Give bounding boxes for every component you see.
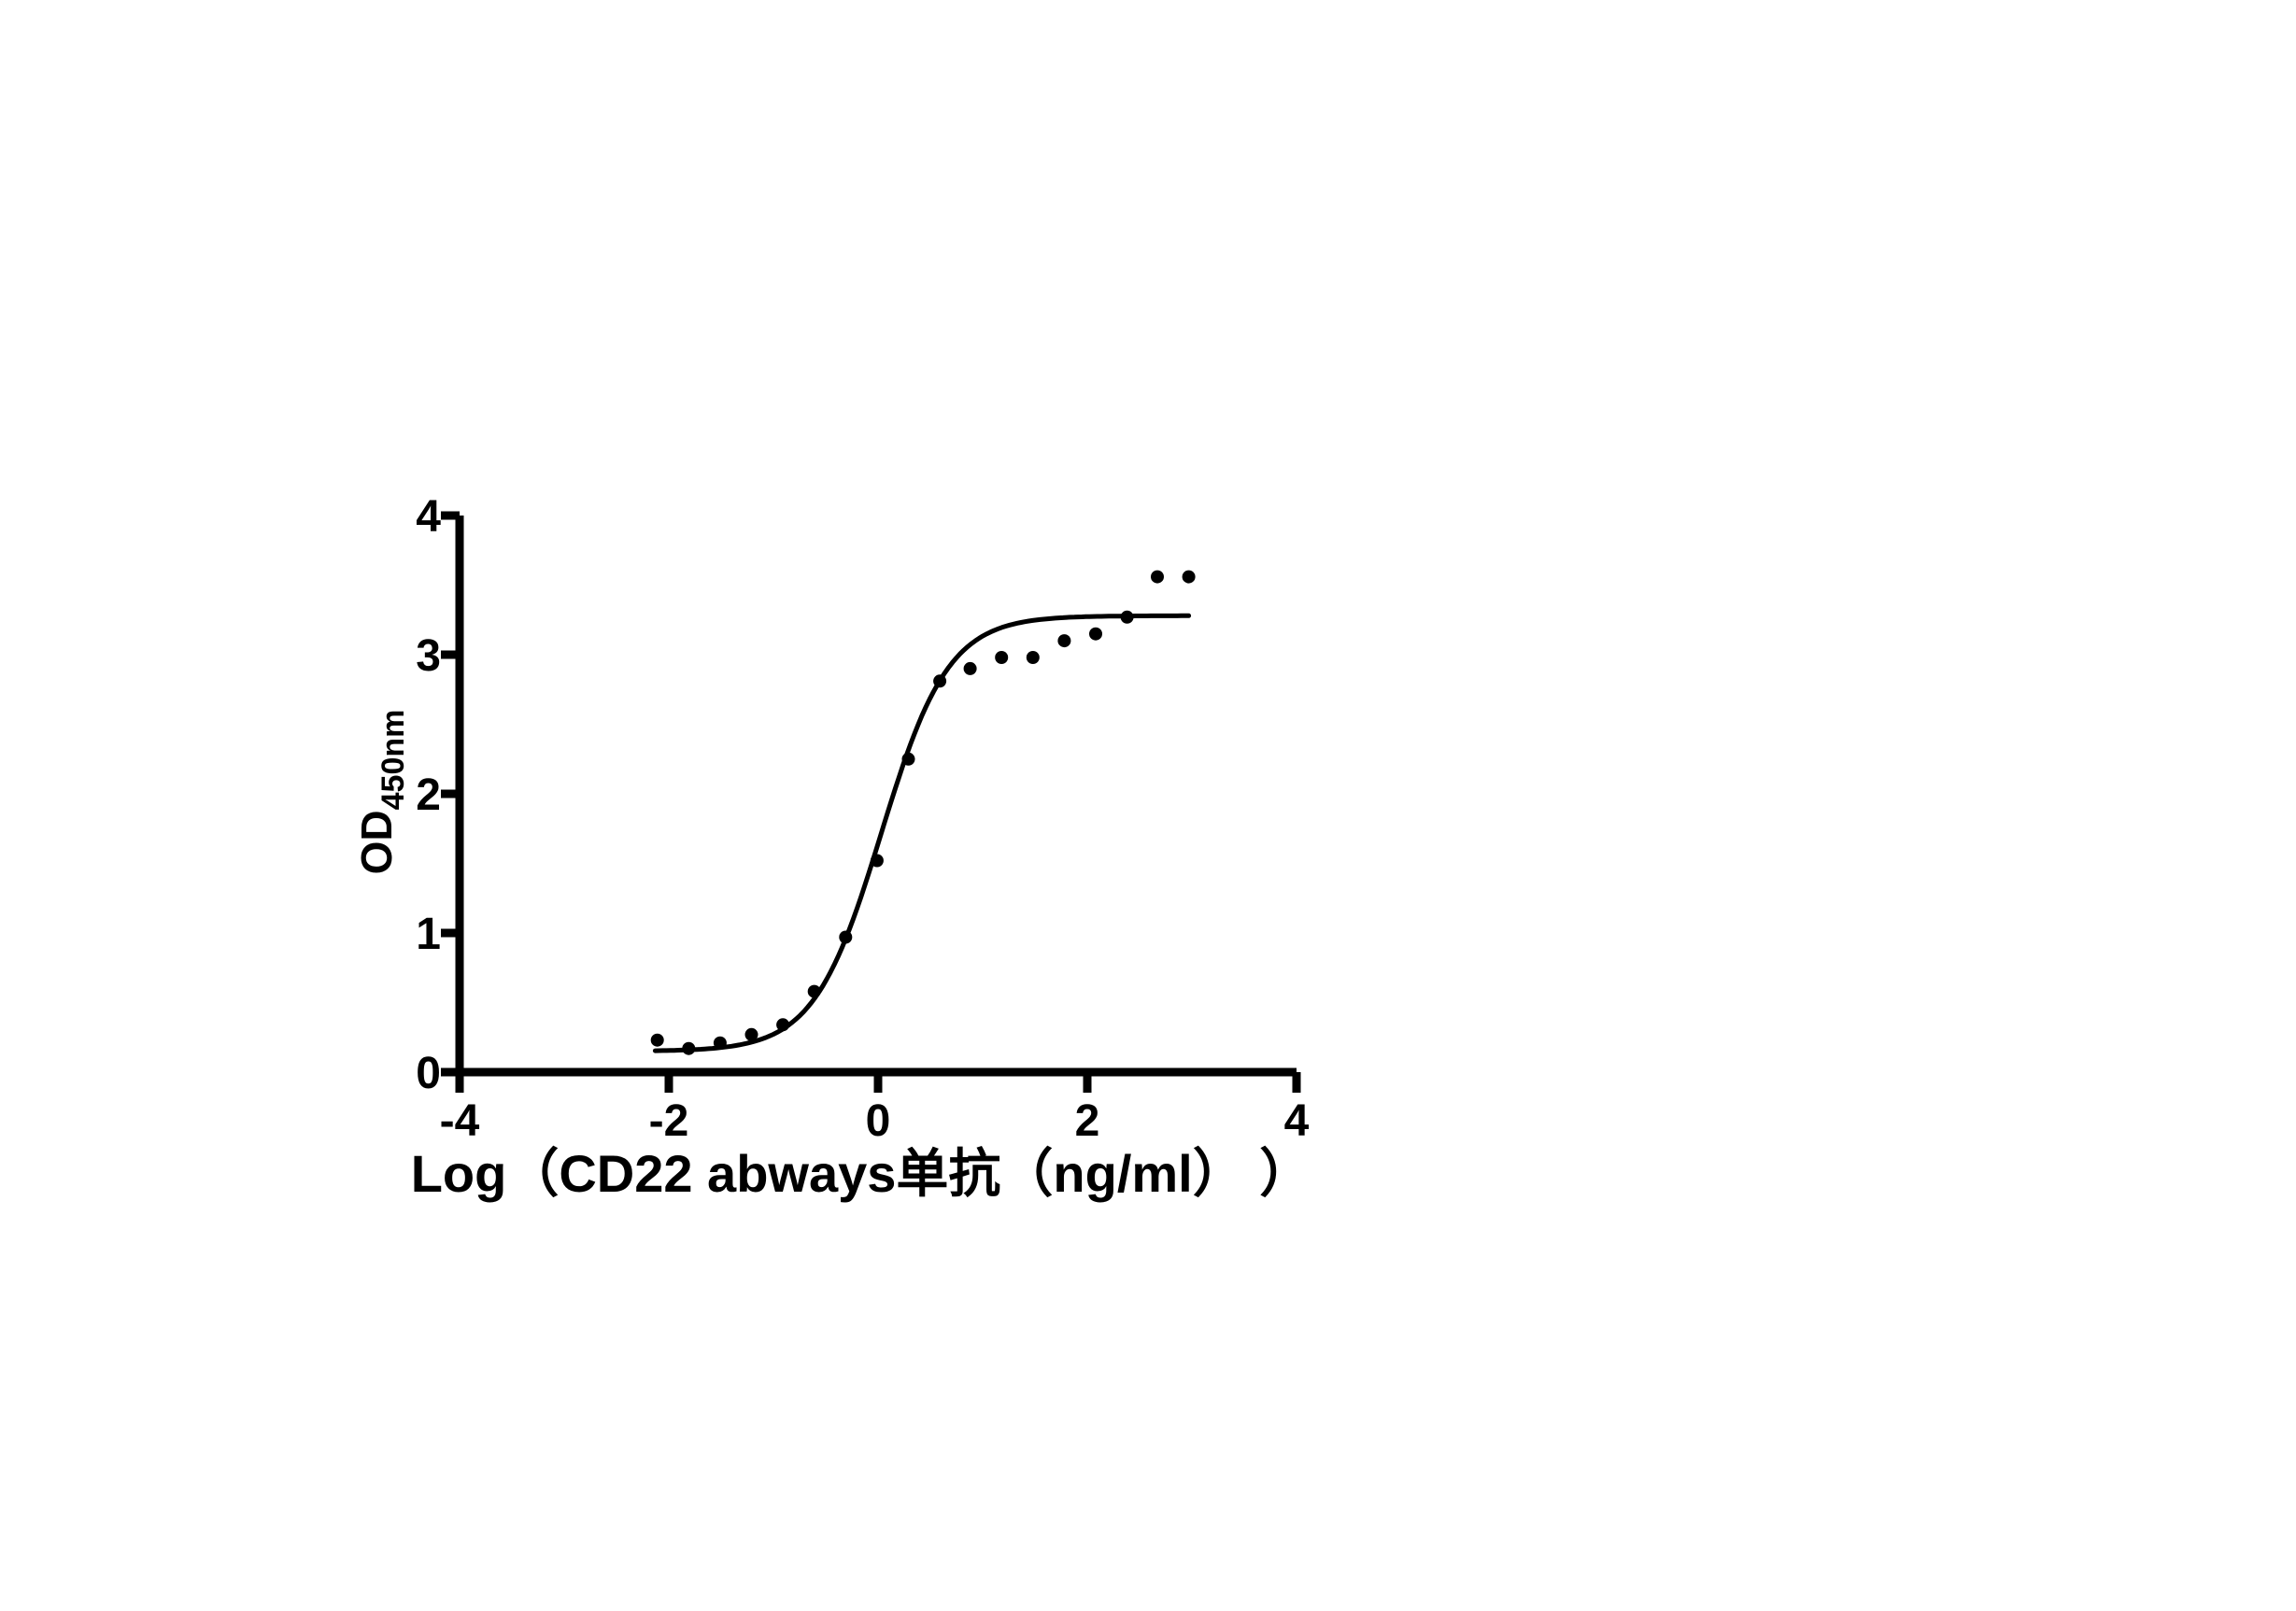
fit-curve <box>652 613 1192 1053</box>
data-point <box>776 1018 790 1032</box>
y-axis-title: OD450nm <box>352 710 411 875</box>
x-tick-label: -2 <box>649 1096 689 1146</box>
y-tick-label: 0 <box>416 1049 441 1098</box>
x-tick-label: 2 <box>1075 1096 1100 1146</box>
x-axis-ticks: -4 -2 0 2 4 <box>440 1072 1310 1146</box>
fit-curve-path <box>652 613 1192 1053</box>
data-point <box>744 1027 758 1041</box>
y-tick-label: 4 <box>416 492 441 542</box>
data-point <box>1151 570 1164 584</box>
axes <box>455 516 1297 1077</box>
x-tick-label: 0 <box>866 1096 891 1146</box>
x-tick-label: -4 <box>440 1096 480 1146</box>
y-tick-label: 3 <box>416 631 441 681</box>
data-point <box>682 1041 696 1055</box>
data-point <box>963 661 977 675</box>
y-axis-title-subscript: 450nm <box>376 710 411 811</box>
data-point <box>901 752 915 766</box>
y-axis-ticks: 0 1 2 3 4 <box>416 492 460 1098</box>
data-point <box>1057 634 1071 648</box>
y-tick-label: 1 <box>416 910 441 959</box>
x-axis-title: Log（CD22 abways单抗（ng/ml） ） <box>411 1144 1312 1203</box>
data-point <box>1182 570 1196 584</box>
y-axis-title-main: OD <box>352 810 401 874</box>
x-tick-label: 4 <box>1284 1096 1310 1146</box>
data-points <box>650 570 1196 1055</box>
data-point <box>1089 627 1102 641</box>
data-point <box>807 984 821 998</box>
y-tick-label: 2 <box>416 770 441 820</box>
data-point <box>650 1033 664 1047</box>
data-point <box>1026 651 1040 664</box>
data-point <box>933 674 947 688</box>
data-point <box>870 854 884 868</box>
data-point <box>713 1036 727 1050</box>
data-point <box>995 651 1009 664</box>
data-point <box>839 930 853 944</box>
data-point <box>1120 610 1134 624</box>
